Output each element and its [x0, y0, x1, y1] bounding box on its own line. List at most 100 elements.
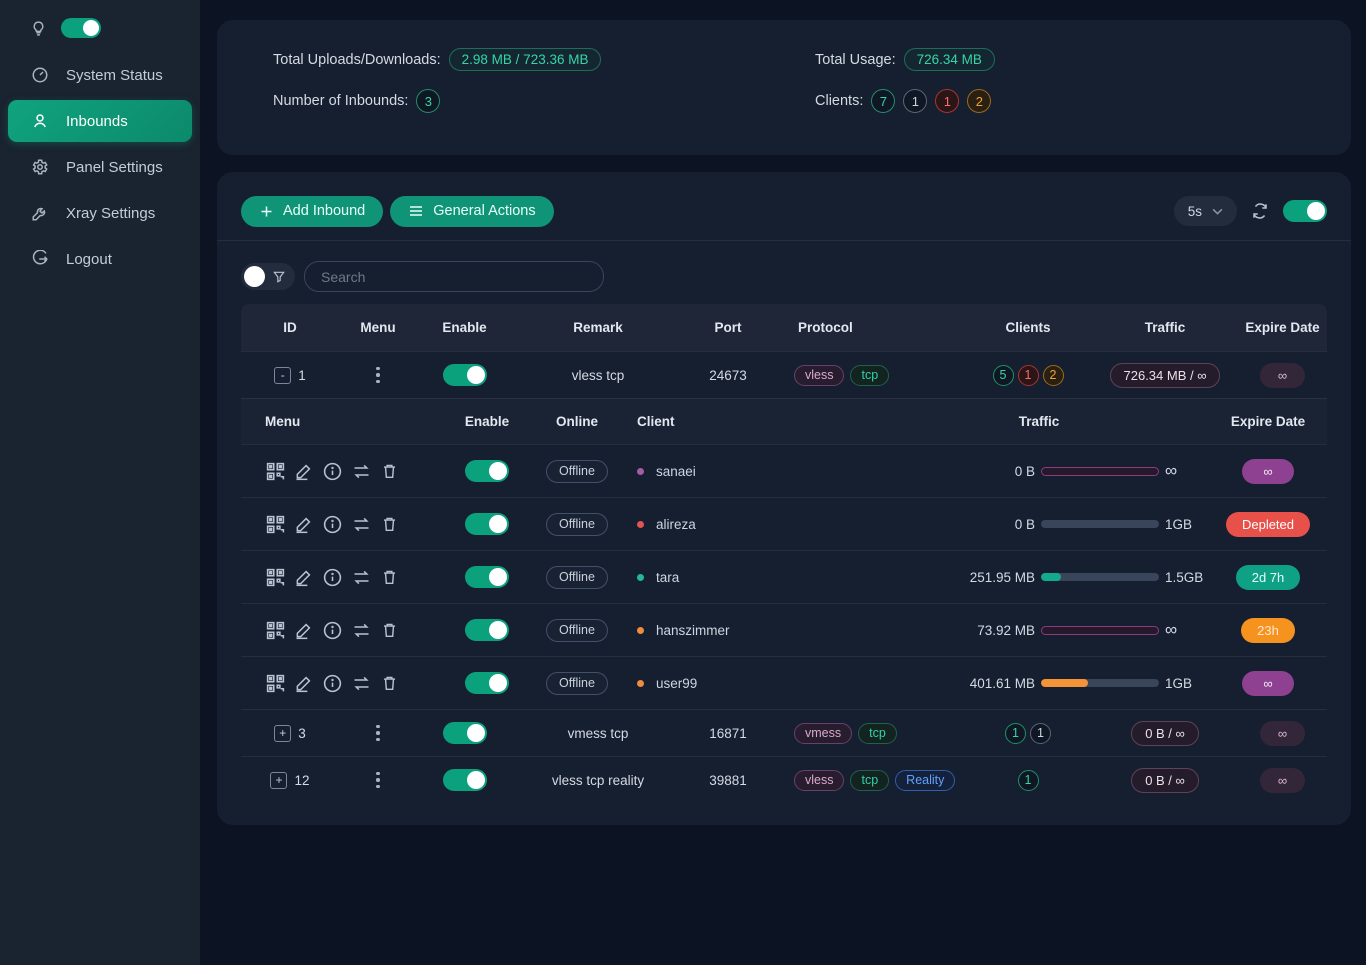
sidebar-item-label: System Status — [66, 66, 163, 84]
clients-subtable: Menu Enable Online Client Traffic Expire… — [241, 398, 1327, 709]
sidebar-item-logout[interactable]: Logout — [0, 236, 200, 282]
subcol-traffic: Traffic — [1018, 414, 1060, 429]
dashboard-icon — [30, 66, 50, 84]
filter-toggle-group — [241, 263, 295, 290]
inbound-expire-badge: ∞ — [1259, 720, 1306, 746]
edit-icon[interactable] — [294, 673, 314, 693]
sidebar-item-label: Xray Settings — [66, 204, 156, 222]
refresh-interval-select[interactable]: 5s — [1173, 196, 1237, 226]
client-expire-badge: 2d 7h — [1235, 564, 1301, 590]
filter-funnel-icon[interactable] — [272, 270, 286, 284]
inbounds-panel: Add Inbound General Actions 5s — [217, 172, 1351, 825]
subtable-header: Menu Enable Online Client Traffic Expire… — [241, 398, 1327, 444]
user-icon — [30, 112, 50, 130]
qr-code-icon[interactable] — [265, 567, 286, 588]
collapse-row-button[interactable]: - — [274, 366, 292, 384]
inbound-expire-badge: ∞ — [1259, 767, 1306, 793]
client-enable-toggle[interactable] — [465, 513, 509, 535]
row-menu-button[interactable] — [368, 768, 388, 793]
client-enable-toggle[interactable] — [465, 672, 509, 694]
delete-icon[interactable] — [380, 461, 399, 481]
general-actions-button[interactable]: General Actions — [390, 195, 554, 227]
subcol-expire-date: Expire Date — [1230, 414, 1306, 429]
reset-traffic-icon[interactable] — [351, 567, 372, 588]
edit-icon[interactable] — [294, 514, 314, 534]
inbounds-table: ID Menu Enable Remark Port Protocol Clie… — [241, 304, 1327, 803]
edit-icon[interactable] — [294, 567, 314, 587]
inbound-enable-toggle[interactable] — [442, 769, 487, 791]
col-port: Port — [714, 320, 742, 335]
online-status-badge: Offline — [546, 671, 608, 695]
online-status-badge: Offline — [546, 618, 608, 642]
row-menu-button[interactable] — [368, 721, 388, 746]
edit-icon[interactable] — [294, 461, 314, 481]
traffic-used: 251.95 MB — [969, 569, 1035, 585]
expand-row-button[interactable]: + — [270, 771, 288, 789]
info-icon[interactable] — [322, 673, 343, 694]
sidebar-item-xray-settings[interactable]: Xray Settings — [0, 190, 200, 236]
search-input[interactable] — [304, 261, 604, 292]
qr-code-icon[interactable] — [265, 620, 286, 641]
client-enable-toggle[interactable] — [465, 566, 509, 588]
col-expire-date: Expire Date — [1245, 320, 1320, 335]
expand-row-button[interactable]: + — [274, 724, 292, 742]
edit-icon[interactable] — [294, 620, 314, 640]
reset-traffic-icon[interactable] — [351, 514, 372, 535]
qr-code-icon[interactable] — [265, 461, 286, 482]
client-expire-badge: Depleted — [1225, 511, 1311, 537]
refresh-icon[interactable] — [1251, 202, 1269, 220]
row-menu-button[interactable] — [368, 363, 388, 388]
traffic-used: 0 B — [1014, 463, 1035, 479]
traffic-used: 0 B — [1014, 516, 1035, 532]
reset-traffic-icon[interactable] — [351, 620, 372, 641]
client-enable-toggle[interactable] — [465, 619, 509, 641]
sidebar-item-inbounds[interactable]: Inbounds — [8, 100, 192, 142]
auto-refresh-toggle[interactable] — [1283, 200, 1327, 222]
traffic-bar — [1041, 679, 1159, 687]
traffic-limit: 1GB — [1165, 675, 1193, 691]
inbound-enable-toggle[interactable] — [442, 364, 487, 386]
subcol-online: Online — [555, 414, 598, 429]
client-expire-badge: 23h — [1241, 617, 1295, 643]
lightbulb-icon — [30, 20, 47, 37]
inbound-expire-badge: ∞ — [1259, 362, 1306, 388]
client-row: Offline hanszimmer 73.92 MB ∞ 23h — [241, 603, 1327, 656]
protocol-tag: vless — [794, 769, 845, 791]
toolbar: Add Inbound General Actions 5s — [241, 188, 1327, 234]
client-row: Offline sanaei 0 B ∞ ∞ — [241, 444, 1327, 497]
reset-traffic-icon[interactable] — [351, 461, 372, 482]
transport-tag: tcp — [850, 364, 890, 386]
delete-icon[interactable] — [380, 620, 399, 640]
filter-toggle[interactable] — [244, 266, 265, 287]
inbound-enable-toggle[interactable] — [442, 722, 487, 744]
qr-code-icon[interactable] — [265, 673, 286, 694]
qr-code-icon[interactable] — [265, 514, 286, 535]
reset-traffic-icon[interactable] — [351, 673, 372, 694]
usage-label: Total Usage: — [815, 51, 896, 68]
traffic-bar — [1041, 466, 1159, 476]
transport-tag: tcp — [850, 769, 890, 791]
add-inbound-button[interactable]: Add Inbound — [241, 195, 384, 227]
client-color-dot — [637, 467, 644, 475]
inbound-traffic-badge: 0 B / ∞ — [1131, 767, 1199, 793]
info-icon[interactable] — [322, 514, 343, 535]
info-icon[interactable] — [322, 461, 343, 482]
client-name: hanszimmer — [656, 622, 730, 638]
info-icon[interactable] — [322, 620, 343, 641]
client-enable-toggle[interactable] — [465, 460, 509, 482]
theme-toggle[interactable] — [61, 18, 101, 38]
subcol-client: Client — [637, 414, 675, 429]
delete-icon[interactable] — [380, 514, 399, 534]
clients-depleted-badge: 1 — [935, 89, 960, 113]
traffic-limit: 1.5GB — [1165, 569, 1204, 585]
sidebar: System Status Inbounds Panel Settings Xr… — [0, 0, 200, 965]
info-icon[interactable] — [322, 567, 343, 588]
traffic-bar — [1041, 573, 1159, 581]
traffic-used: 401.61 MB — [969, 675, 1035, 691]
delete-icon[interactable] — [380, 567, 399, 587]
transport-tag: tcp — [858, 722, 897, 744]
delete-icon[interactable] — [380, 673, 399, 693]
online-status-badge: Offline — [546, 512, 608, 536]
sidebar-item-panel-settings[interactable]: Panel Settings — [0, 144, 200, 190]
sidebar-item-system-status[interactable]: System Status — [0, 52, 200, 98]
